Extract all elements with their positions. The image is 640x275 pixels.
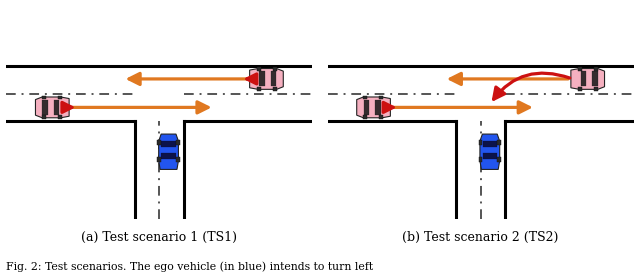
- Text: (b) Test scenario 2 (TS2): (b) Test scenario 2 (TS2): [403, 231, 559, 244]
- Polygon shape: [54, 100, 60, 115]
- Polygon shape: [273, 87, 277, 91]
- Polygon shape: [176, 141, 180, 145]
- Polygon shape: [35, 97, 69, 118]
- Polygon shape: [592, 72, 598, 86]
- Polygon shape: [483, 141, 497, 147]
- Polygon shape: [159, 134, 179, 169]
- Polygon shape: [479, 141, 482, 145]
- Polygon shape: [497, 157, 501, 162]
- Polygon shape: [259, 72, 265, 86]
- Polygon shape: [161, 141, 175, 147]
- Polygon shape: [271, 72, 276, 86]
- Polygon shape: [58, 96, 62, 99]
- Polygon shape: [497, 141, 501, 145]
- Polygon shape: [379, 116, 383, 119]
- Polygon shape: [479, 157, 482, 162]
- Polygon shape: [273, 67, 277, 71]
- Polygon shape: [379, 96, 383, 99]
- Polygon shape: [578, 87, 582, 91]
- Polygon shape: [364, 100, 369, 115]
- Polygon shape: [42, 116, 46, 119]
- Polygon shape: [594, 67, 598, 71]
- Polygon shape: [257, 87, 261, 91]
- Polygon shape: [480, 134, 500, 169]
- Polygon shape: [176, 157, 180, 162]
- Polygon shape: [157, 157, 161, 162]
- Polygon shape: [483, 153, 497, 159]
- Polygon shape: [42, 96, 46, 99]
- Polygon shape: [250, 68, 284, 89]
- Polygon shape: [58, 116, 62, 119]
- Polygon shape: [363, 96, 367, 99]
- Polygon shape: [157, 141, 161, 145]
- Text: (a) Test scenario 1 (TS1): (a) Test scenario 1 (TS1): [81, 231, 237, 244]
- Polygon shape: [42, 100, 48, 115]
- Text: Fig. 2: Test scenarios. The ego vehicle (in blue) intends to turn left: Fig. 2: Test scenarios. The ego vehicle …: [6, 262, 374, 272]
- Polygon shape: [578, 67, 582, 71]
- Polygon shape: [161, 153, 175, 159]
- Polygon shape: [594, 87, 598, 91]
- Polygon shape: [363, 116, 367, 119]
- Polygon shape: [375, 100, 381, 115]
- Polygon shape: [580, 72, 586, 86]
- Polygon shape: [356, 97, 390, 118]
- Polygon shape: [257, 67, 261, 71]
- Polygon shape: [571, 68, 605, 89]
